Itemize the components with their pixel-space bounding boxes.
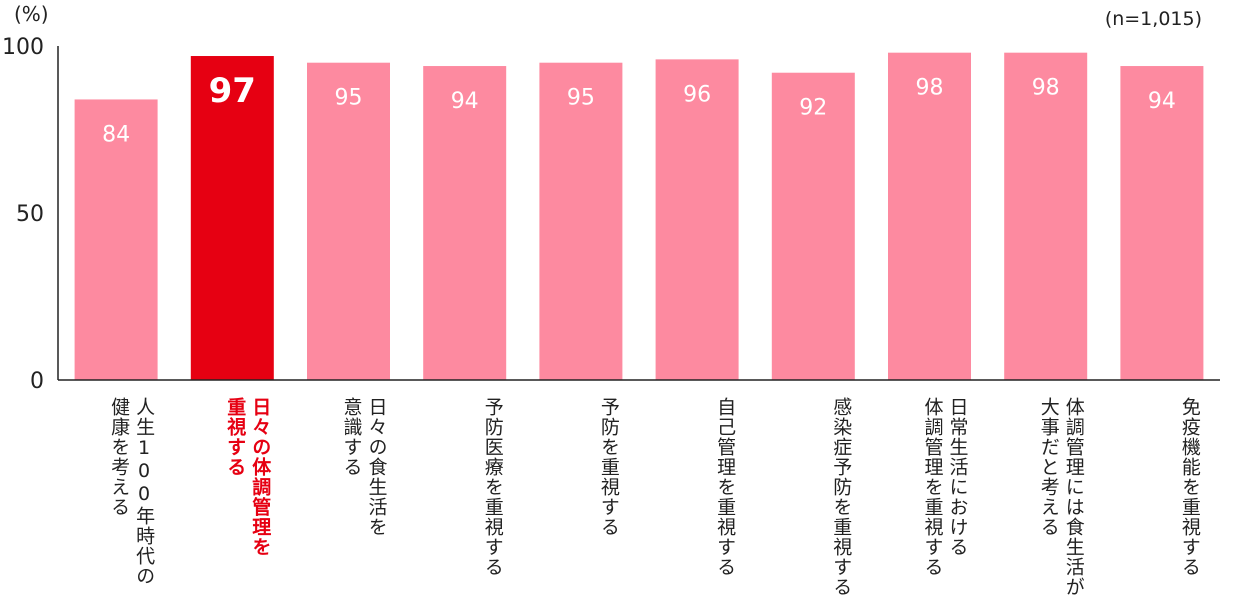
x-category-label: 予防を重視する bbox=[597, 397, 620, 537]
bar bbox=[1120, 66, 1204, 380]
bar-value-label: 94 bbox=[1148, 89, 1176, 114]
x-category-label: 予防医療を重視する bbox=[481, 397, 504, 577]
bar bbox=[655, 59, 739, 381]
y-tick-label: 100 bbox=[2, 35, 44, 60]
x-category-label: 日々の体調管理を 重視する bbox=[224, 397, 272, 557]
bar bbox=[190, 56, 274, 381]
bar bbox=[888, 52, 971, 381]
bar-value-label: 97 bbox=[209, 71, 256, 111]
bar-value-label: 94 bbox=[451, 89, 479, 114]
bar bbox=[1004, 52, 1088, 381]
y-tick-label: 50 bbox=[16, 202, 44, 227]
y-tick-label: 0 bbox=[30, 369, 44, 394]
x-category-label: 体調管理には食生活が 大事だと考える bbox=[1037, 397, 1085, 597]
bar bbox=[74, 99, 158, 380]
bar bbox=[423, 66, 507, 380]
y-axis-unit-label: (%) bbox=[14, 2, 49, 26]
x-category-label: 免疫機能を重視する bbox=[1178, 397, 1201, 577]
x-category-label: 日々の食生活を 意識する bbox=[340, 397, 388, 537]
x-category-label: 感染症予防を重視する bbox=[830, 397, 853, 597]
bar-value-label: 95 bbox=[567, 86, 595, 111]
bar bbox=[539, 62, 623, 380]
x-category-label: 日常生活における 体調管理を重視する bbox=[921, 397, 969, 577]
bar bbox=[307, 62, 390, 380]
sample-size-note: (n=1,015) bbox=[1104, 8, 1202, 30]
bar-value-label: 98 bbox=[1032, 76, 1060, 101]
bar bbox=[771, 72, 855, 380]
bar-value-label: 96 bbox=[683, 82, 711, 107]
x-category-label: 人生100年時代の 健康を考える bbox=[108, 397, 156, 586]
bar-value-label: 92 bbox=[799, 96, 827, 121]
bar-value-label: 84 bbox=[102, 122, 130, 147]
bar-value-label: 95 bbox=[335, 86, 363, 111]
bar-value-label: 98 bbox=[916, 76, 944, 101]
x-category-label: 自己管理を重視する bbox=[714, 397, 737, 577]
